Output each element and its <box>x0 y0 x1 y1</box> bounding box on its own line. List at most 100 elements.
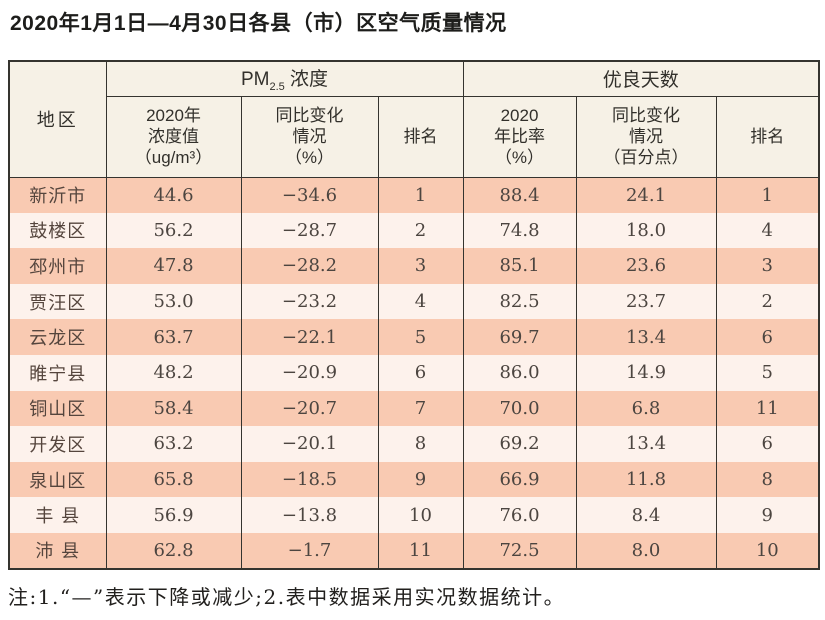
pm-rank-cell: 3 <box>377 248 464 284</box>
table-row: 鼓楼区 56.2 −28.7 2 74.8 18.0 4 <box>8 212 820 249</box>
pm-value-cell: 65.8 <box>105 461 242 498</box>
region-cell: 贾汪区 <box>8 283 107 320</box>
pm-value-cell: 44.6 <box>105 177 242 213</box>
pm-rank-cell: 9 <box>377 461 464 498</box>
pm25-group-header: PM2.5 浓度 <box>105 60 464 97</box>
days-change-cell: 18.0 <box>575 212 717 249</box>
pm25-suffix: 浓度 <box>284 69 329 91</box>
days-rate-cell: 85.1 <box>462 248 577 284</box>
days-rank-cell: 5 <box>715 354 820 391</box>
pm-change-cell: −20.1 <box>240 426 379 462</box>
days-rank-cell: 8 <box>715 461 820 498</box>
days-rank-cell: 6 <box>715 319 820 355</box>
table-row: 睢宁县 48.2 −20.9 6 86.0 14.9 5 <box>8 354 820 391</box>
pm25-subscript: 2.5 <box>269 81 285 94</box>
table-row: 云龙区 63.7 −22.1 5 69.7 13.4 6 <box>8 319 820 355</box>
region-cell: 丰 县 <box>8 497 107 533</box>
pm-value-cell: 56.2 <box>105 212 242 249</box>
days-rate-cell: 82.5 <box>462 283 577 320</box>
sub-header-row: 2020年 浓度值 （ug/m³） 同比变化 情况 （%） 排名 2020 年比… <box>9 95 820 178</box>
table-row: 邳州市 47.8 −28.2 3 85.1 23.6 3 <box>8 248 820 284</box>
days-rank-cell: 6 <box>715 426 820 462</box>
pm-rank-cell: 5 <box>377 319 464 355</box>
region-cell: 鼓楼区 <box>8 212 107 249</box>
days-change-header: 同比变化 情况 （百分点） <box>575 95 717 178</box>
pm-value-cell: 47.8 <box>105 248 242 284</box>
days-change-cell: 8.0 <box>575 532 717 569</box>
region-cell: 铜山区 <box>8 390 107 427</box>
region-cell: 沛 县 <box>8 532 107 569</box>
pm-rank-cell: 2 <box>377 212 464 249</box>
pm25-label: PM2.5 浓度 <box>240 69 329 94</box>
air-quality-table: 地区 PM2.5 浓度 优良天数 2020年 浓度值 （ug/m³） 同比变化 … <box>8 60 821 570</box>
pm-change-cell: −34.6 <box>240 177 379 213</box>
pm-value-cell: 48.2 <box>105 354 242 391</box>
region-cell: 云龙区 <box>8 319 107 355</box>
days-rank-cell: 9 <box>715 497 820 533</box>
pm-rank-cell: 7 <box>377 390 464 427</box>
region-column-header: 地区 <box>8 60 107 178</box>
days-rank-header: 排名 <box>715 95 820 178</box>
region-cell: 泉山区 <box>8 461 107 498</box>
group-header-row: 地区 PM2.5 浓度 优良天数 <box>8 60 820 178</box>
table-row: 泉山区 65.8 −18.5 9 66.9 11.8 8 <box>8 461 820 498</box>
pm-rank-cell: 8 <box>377 426 464 462</box>
pm-rank-cell: 6 <box>377 354 464 391</box>
region-cell: 开发区 <box>8 426 107 462</box>
days-rank-cell: 10 <box>715 532 820 569</box>
pm-change-header: 同比变化 情况 （%） <box>240 95 379 178</box>
pm-change-cell: −20.9 <box>240 354 379 391</box>
days-rate-cell: 74.8 <box>462 212 577 249</box>
table-footnote: 注:1.“—”表示下降或减少;2.表中数据采用实况数据统计。 <box>8 585 566 609</box>
pm-rank-cell: 11 <box>377 532 464 569</box>
days-rank-cell: 4 <box>715 212 820 249</box>
days-change-cell: 11.8 <box>575 461 717 498</box>
days-change-cell: 24.1 <box>575 177 717 213</box>
days-rate-header: 2020 年比率 （%） <box>462 95 577 178</box>
days-rank-cell: 2 <box>715 283 820 320</box>
days-rank-cell: 11 <box>715 390 820 427</box>
pm-value-header: 2020年 浓度值 （ug/m³） <box>105 95 242 178</box>
pm-value-cell: 53.0 <box>105 283 242 320</box>
days-change-cell: 13.4 <box>575 319 717 355</box>
days-rate-cell: 69.2 <box>462 426 577 462</box>
pm-rank-cell: 4 <box>377 283 464 320</box>
pm-change-cell: −28.2 <box>240 248 379 284</box>
good-days-group-header: 优良天数 <box>462 60 820 97</box>
days-change-cell: 13.4 <box>575 426 717 462</box>
pm-change-cell: −28.7 <box>240 212 379 249</box>
pm-value-cell: 58.4 <box>105 390 242 427</box>
days-rank-cell: 3 <box>715 248 820 284</box>
table-row: 丰 县 56.9 −13.8 10 76.0 8.4 9 <box>8 497 820 533</box>
table-row: 铜山区 58.4 −20.7 7 70.0 6.8 11 <box>8 390 820 427</box>
pm-change-cell: −13.8 <box>240 497 379 533</box>
region-cell: 邳州市 <box>8 248 107 284</box>
days-rate-cell: 86.0 <box>462 354 577 391</box>
pm25-prefix: PM <box>240 69 270 91</box>
days-rate-cell: 69.7 <box>462 319 577 355</box>
pm-value-cell: 63.2 <box>105 426 242 462</box>
days-change-cell: 8.4 <box>575 497 717 533</box>
region-cell: 新沂市 <box>8 177 107 213</box>
days-change-cell: 23.6 <box>575 248 717 284</box>
pm-value-cell: 63.7 <box>105 319 242 355</box>
days-rate-cell: 72.5 <box>462 532 577 569</box>
page-title: 2020年1月1日—4月30日各县（市）区空气质量情况 <box>10 12 507 35</box>
days-change-cell: 6.8 <box>575 390 717 427</box>
pm-rank-cell: 1 <box>377 177 464 213</box>
days-rank-cell: 1 <box>715 177 820 213</box>
pm-value-cell: 62.8 <box>105 532 242 569</box>
table-row: 开发区 63.2 −20.1 8 69.2 13.4 6 <box>8 426 820 462</box>
days-change-cell: 23.7 <box>575 283 717 320</box>
table-row: 沛 县 62.8 −1.7 11 72.5 8.0 10 <box>8 532 820 569</box>
days-change-cell: 14.9 <box>575 354 717 391</box>
days-rate-cell: 76.0 <box>462 497 577 533</box>
days-rate-cell: 66.9 <box>462 461 577 498</box>
region-cell: 睢宁县 <box>8 354 107 391</box>
pm-change-cell: −23.2 <box>240 283 379 320</box>
days-rate-cell: 88.4 <box>462 177 577 213</box>
pm-change-cell: −18.5 <box>240 461 379 498</box>
table-row: 贾汪区 53.0 −23.2 4 82.5 23.7 2 <box>8 283 820 320</box>
days-rate-cell: 70.0 <box>462 390 577 427</box>
pm-value-cell: 56.9 <box>105 497 242 533</box>
